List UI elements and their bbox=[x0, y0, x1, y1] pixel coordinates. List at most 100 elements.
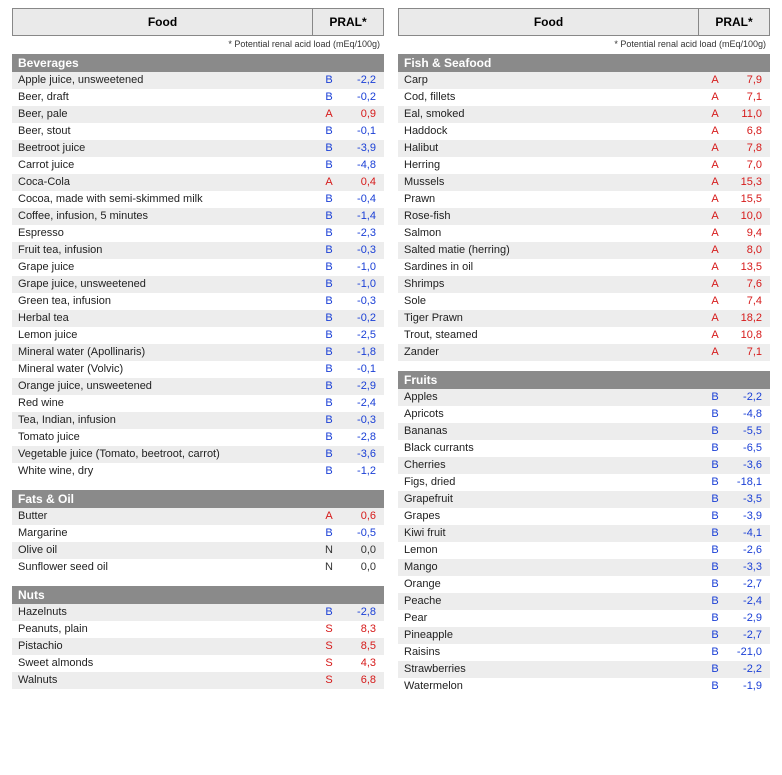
food-name: Apricots bbox=[400, 406, 706, 423]
pral-value: -0,2 bbox=[338, 89, 382, 106]
header-pral: PRAL* bbox=[313, 9, 383, 35]
food-name: Hazelnuts bbox=[14, 604, 320, 621]
pral-code: B bbox=[320, 310, 338, 327]
table-row: PistachioS8,5 bbox=[12, 638, 384, 655]
table-row: GrapesB-3,9 bbox=[398, 508, 770, 525]
pral-value: -0,3 bbox=[338, 242, 382, 259]
pral-value: -3,3 bbox=[724, 559, 768, 576]
food-name: Bananas bbox=[400, 423, 706, 440]
food-name: Mussels bbox=[400, 174, 706, 191]
pral-code: B bbox=[706, 423, 724, 440]
pral-code: B bbox=[320, 361, 338, 378]
food-name: Butter bbox=[14, 508, 320, 525]
pral-code: A bbox=[706, 123, 724, 140]
header-food: Food bbox=[13, 9, 313, 35]
pral-code: B bbox=[706, 389, 724, 406]
table-row: Peanuts, plainS8,3 bbox=[12, 621, 384, 638]
header-pral: PRAL* bbox=[699, 9, 769, 35]
pral-value: -3,5 bbox=[724, 491, 768, 508]
pral-value: -3,9 bbox=[338, 140, 382, 157]
pral-value: -2,8 bbox=[338, 604, 382, 621]
pral-code: B bbox=[706, 610, 724, 627]
pral-value: 18,2 bbox=[724, 310, 768, 327]
food-name: Sweet almonds bbox=[14, 655, 320, 672]
food-name: Apples bbox=[400, 389, 706, 406]
food-name: Beer, draft bbox=[14, 89, 320, 106]
food-name: Sole bbox=[400, 293, 706, 310]
table-row: Coca-ColaA0,4 bbox=[12, 174, 384, 191]
pral-code: B bbox=[320, 525, 338, 542]
food-name: Sunflower seed oil bbox=[14, 559, 320, 576]
pral-value: -2,2 bbox=[338, 72, 382, 89]
food-name: Lemon bbox=[400, 542, 706, 559]
food-name: Mineral water (Volvic) bbox=[14, 361, 320, 378]
food-name: Rose-fish bbox=[400, 208, 706, 225]
table-row: Lemon juiceB-2,5 bbox=[12, 327, 384, 344]
table-row: Sardines in oilA13,5 bbox=[398, 259, 770, 276]
pral-code: B bbox=[320, 344, 338, 361]
pral-code: A bbox=[320, 508, 338, 525]
table-row: PeacheB-2,4 bbox=[398, 593, 770, 610]
pral-value: -6,5 bbox=[724, 440, 768, 457]
table-row: EspressoB-2,3 bbox=[12, 225, 384, 242]
pral-value: -4,8 bbox=[724, 406, 768, 423]
food-name: Carrot juice bbox=[14, 157, 320, 174]
pral-value: 15,5 bbox=[724, 191, 768, 208]
food-name: Grapes bbox=[400, 508, 706, 525]
table-row: MargarineB-0,5 bbox=[12, 525, 384, 542]
pral-value: 7,6 bbox=[724, 276, 768, 293]
table-row: WatermelonB-1,9 bbox=[398, 678, 770, 695]
food-name: Trout, steamed bbox=[400, 327, 706, 344]
food-name: Espresso bbox=[14, 225, 320, 242]
pral-value: 9,4 bbox=[724, 225, 768, 242]
food-name: Beer, stout bbox=[14, 123, 320, 140]
table-row: OrangeB-2,7 bbox=[398, 576, 770, 593]
pral-value: 0,9 bbox=[338, 106, 382, 123]
table-row: Red wineB-2,4 bbox=[12, 395, 384, 412]
table-row: Black currantsB-6,5 bbox=[398, 440, 770, 457]
table-row: CherriesB-3,6 bbox=[398, 457, 770, 474]
food-name: Salted matie (herring) bbox=[400, 242, 706, 259]
table-row: StrawberriesB-2,2 bbox=[398, 661, 770, 678]
pral-code: A bbox=[706, 242, 724, 259]
pral-code: A bbox=[320, 106, 338, 123]
table-row: Mineral water (Apollinaris)B-1,8 bbox=[12, 344, 384, 361]
pral-value: -0,4 bbox=[338, 191, 382, 208]
pral-value: -2,4 bbox=[724, 593, 768, 610]
category-header: Nuts bbox=[12, 586, 384, 604]
pral-value: -1,9 bbox=[724, 678, 768, 695]
category-header: Fats & Oil bbox=[12, 490, 384, 508]
pral-value: 0,0 bbox=[338, 542, 382, 559]
table-row: MangoB-3,3 bbox=[398, 559, 770, 576]
pral-value: -2,4 bbox=[338, 395, 382, 412]
pral-code: B bbox=[706, 559, 724, 576]
pral-value: -0,1 bbox=[338, 123, 382, 140]
pral-value: -3,6 bbox=[338, 446, 382, 463]
table-row: RaisinsB-21,0 bbox=[398, 644, 770, 661]
table-row: Mineral water (Volvic)B-0,1 bbox=[12, 361, 384, 378]
table-row: Olive oilN0,0 bbox=[12, 542, 384, 559]
pral-code: A bbox=[706, 208, 724, 225]
pral-code: N bbox=[320, 542, 338, 559]
table-row: Sunflower seed oilN0,0 bbox=[12, 559, 384, 576]
table-row: HerringA7,0 bbox=[398, 157, 770, 174]
pral-code: A bbox=[706, 106, 724, 123]
food-name: Figs, dried bbox=[400, 474, 706, 491]
table-row: HazelnutsB-2,8 bbox=[12, 604, 384, 621]
pral-code: B bbox=[320, 89, 338, 106]
table-row: WalnutsS6,8 bbox=[12, 672, 384, 689]
pral-code: S bbox=[320, 655, 338, 672]
pral-code: B bbox=[706, 576, 724, 593]
pral-code: A bbox=[706, 276, 724, 293]
pral-value: 4,3 bbox=[338, 655, 382, 672]
table-row: Herbal teaB-0,2 bbox=[12, 310, 384, 327]
food-name: Zander bbox=[400, 344, 706, 361]
pral-code: B bbox=[320, 276, 338, 293]
table-row: Tomato juiceB-2,8 bbox=[12, 429, 384, 446]
category-body: ButterA0,6MargarineB-0,5Olive oilN0,0Sun… bbox=[12, 508, 384, 576]
pral-value: -2,9 bbox=[338, 378, 382, 395]
pral-value: -0,3 bbox=[338, 412, 382, 429]
food-name: Mango bbox=[400, 559, 706, 576]
pral-value: -0,2 bbox=[338, 310, 382, 327]
pral-value: -1,2 bbox=[338, 463, 382, 480]
